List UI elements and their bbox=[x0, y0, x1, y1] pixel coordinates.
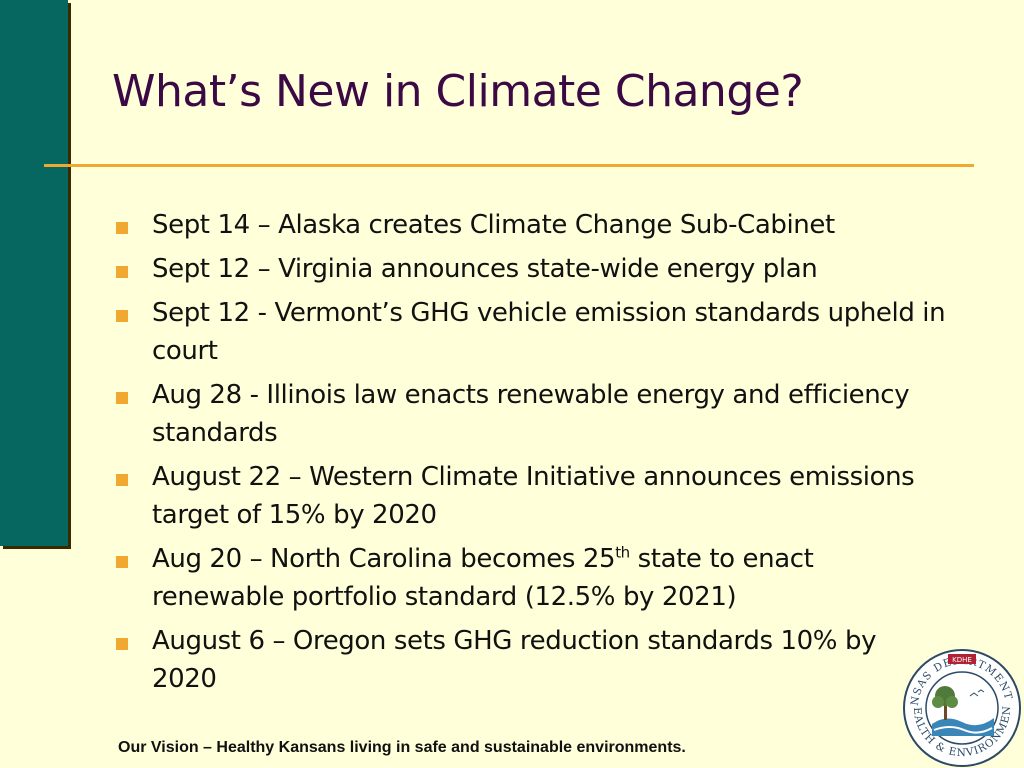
square-bullet-icon bbox=[116, 556, 128, 568]
ordinal-superscript: th bbox=[615, 543, 630, 562]
square-bullet-icon bbox=[116, 266, 128, 278]
bullet-text-after: state to enact renewable portfolio stand… bbox=[152, 544, 814, 612]
square-bullet-icon bbox=[116, 310, 128, 322]
bullet-text: Sept 12 – Virginia announces state-wide … bbox=[152, 254, 818, 284]
bullet-item: Sept 14 – Alaska creates Climate Change … bbox=[116, 206, 946, 244]
bullet-item: August 6 – Oregon sets GHG reduction sta… bbox=[116, 622, 946, 698]
title-underline bbox=[44, 164, 974, 167]
bullet-text: Aug 28 - Illinois law enacts renewable e… bbox=[152, 380, 910, 448]
bullet-list: Sept 14 – Alaska creates Climate Change … bbox=[116, 206, 946, 704]
bullet-text: August 22 – Western Climate Initiative a… bbox=[152, 462, 915, 530]
seal-badge-text: KDHE bbox=[952, 656, 972, 664]
bullet-item: Sept 12 – Virginia announces state-wide … bbox=[116, 250, 946, 288]
kdhe-seal-logo: KANSAS DEPARTMENT OF HEALTH & ENVIRONMEN… bbox=[900, 644, 1021, 767]
bullet-text: Sept 12 - Vermont’s GHG vehicle emission… bbox=[152, 298, 946, 366]
square-bullet-icon bbox=[116, 638, 128, 650]
seal-bird-icon bbox=[969, 689, 985, 697]
square-bullet-icon bbox=[116, 474, 128, 486]
side-accent-bar bbox=[0, 0, 68, 546]
square-bullet-icon bbox=[116, 222, 128, 234]
bullet-text-before: Aug 20 – North Carolina becomes 25 bbox=[152, 544, 616, 574]
square-bullet-icon bbox=[116, 392, 128, 404]
bullet-item: Aug 20 – North Carolina becomes 25th sta… bbox=[116, 540, 946, 616]
bullet-text: August 6 – Oregon sets GHG reduction sta… bbox=[152, 626, 877, 694]
vision-footer: Our Vision – Healthy Kansans living in s… bbox=[118, 739, 686, 756]
bullet-item: Sept 12 - Vermont’s GHG vehicle emission… bbox=[116, 294, 946, 370]
bullet-text: Sept 14 – Alaska creates Climate Change … bbox=[152, 210, 835, 240]
seal-badge bbox=[948, 654, 976, 664]
bullet-item: Aug 28 - Illinois law enacts renewable e… bbox=[116, 376, 946, 452]
slide-title: What’s New in Climate Change? bbox=[112, 66, 804, 117]
bullet-item: August 22 – Western Climate Initiative a… bbox=[116, 458, 946, 534]
